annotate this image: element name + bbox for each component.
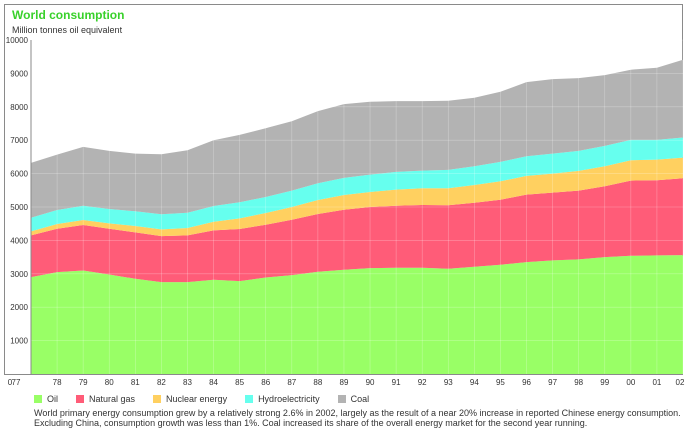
chart-plot: 1000200030004000500060007000800090001000… bbox=[6, 36, 685, 387]
y-tick-label: 9000 bbox=[10, 69, 28, 78]
legend-item: Coal bbox=[337, 394, 370, 404]
y-tick-label: 2000 bbox=[10, 303, 28, 312]
legend-swatch bbox=[245, 395, 254, 403]
legend-label: Hydroelectricity bbox=[258, 394, 320, 404]
y-tick-label: 3000 bbox=[10, 270, 28, 279]
series-area-hydroelectricity bbox=[31, 137, 683, 232]
legend-swatch bbox=[76, 395, 84, 403]
x-tick-label: 02 bbox=[676, 378, 685, 387]
y-tick-label: 6000 bbox=[10, 170, 28, 179]
y-tick-label: 10000 bbox=[6, 36, 29, 45]
chart-subtitle: Million tonnes oil equivalent bbox=[12, 25, 123, 35]
x-tick-label: 86 bbox=[261, 378, 270, 387]
x-tick-label: 85 bbox=[235, 378, 244, 387]
legend-item: Nuclear energy bbox=[153, 394, 227, 404]
legend-swatch bbox=[153, 395, 162, 403]
legend-swatch bbox=[337, 395, 346, 403]
series-area-coal bbox=[31, 59, 683, 218]
x-tick-label: 96 bbox=[522, 378, 531, 387]
x-tick-label: 81 bbox=[131, 378, 140, 387]
x-tick-label: 78 bbox=[53, 378, 62, 387]
x-tick-label: 92 bbox=[418, 378, 427, 387]
legend-item: Oil bbox=[34, 394, 58, 404]
y-tick-label: 7000 bbox=[10, 136, 28, 145]
y-tick-label: 5000 bbox=[10, 203, 28, 212]
x-tick-label: 93 bbox=[444, 378, 453, 387]
chart-caption: World primary energy consumption grew by… bbox=[34, 408, 681, 428]
x-tick-label: 95 bbox=[496, 378, 505, 387]
x-tick-label: 89 bbox=[340, 378, 349, 387]
legend-label: Oil bbox=[47, 394, 58, 404]
legend-label: Natural gas bbox=[89, 394, 136, 404]
x-tick-label: 97 bbox=[548, 378, 557, 387]
series-area-nuclear-energy bbox=[31, 157, 683, 237]
x-tick-label: 99 bbox=[600, 378, 609, 387]
legend-item: Natural gas bbox=[76, 394, 135, 404]
x-tick-label: 84 bbox=[209, 378, 218, 387]
chart-title: World consumption bbox=[12, 8, 125, 22]
legend-swatch bbox=[34, 395, 42, 403]
legend-label: Nuclear energy bbox=[166, 394, 228, 404]
x-tick-label: 98 bbox=[574, 378, 583, 387]
series-area-natural-gas bbox=[31, 178, 683, 283]
x-tick-label: 01 bbox=[652, 378, 661, 387]
x-tick-label: 83 bbox=[183, 378, 192, 387]
y-tick-label: 1000 bbox=[10, 337, 28, 346]
x-tick-label: 77 bbox=[12, 378, 21, 387]
series-area-oil bbox=[31, 255, 683, 374]
x-tick-label: 90 bbox=[366, 378, 375, 387]
chart-legend: Oil Natural gas Nuclear energy Hydroelectri… bbox=[34, 394, 369, 404]
legend-label: Coal bbox=[350, 394, 370, 404]
x-tick-label: 0 bbox=[8, 378, 13, 387]
y-tick-label: 4000 bbox=[10, 236, 28, 245]
x-tick-label: 00 bbox=[626, 378, 635, 387]
x-tick-label: 79 bbox=[79, 378, 88, 387]
x-tick-label: 80 bbox=[105, 378, 114, 387]
x-tick-label: 87 bbox=[287, 378, 296, 387]
legend-item: Hydroelectricity bbox=[245, 394, 320, 404]
x-tick-label: 94 bbox=[470, 378, 479, 387]
y-tick-label: 8000 bbox=[10, 103, 28, 112]
x-tick-label: 91 bbox=[392, 378, 401, 387]
x-tick-label: 82 bbox=[157, 378, 166, 387]
x-tick-label: 88 bbox=[313, 378, 322, 387]
